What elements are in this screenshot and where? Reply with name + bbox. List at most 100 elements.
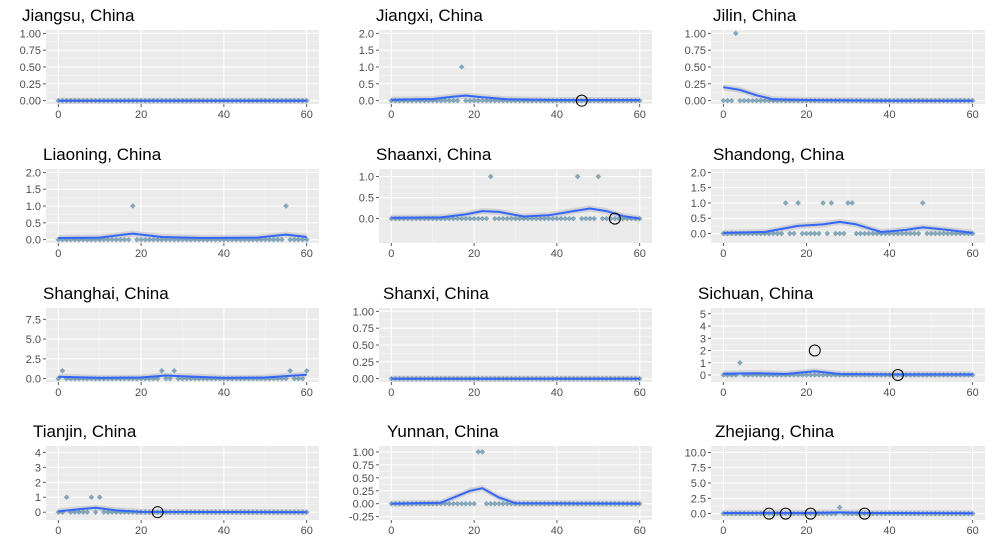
data-point [749,97,756,104]
data-point [487,500,494,507]
data-point [928,230,934,237]
data-point [270,375,277,382]
data-point [291,375,298,382]
data-point [512,97,519,104]
data-point [491,500,498,507]
y-tick-label: 1.00 [20,28,41,40]
data-point [520,215,527,222]
x-tick-label: 60 [967,387,979,399]
outlier-marker [763,507,776,520]
data-point [450,97,457,104]
data-point [146,236,153,243]
data-point [171,236,178,243]
data-point [101,509,107,515]
data-point [471,97,477,104]
facet-title: Jilin, China [713,6,797,25]
data-point [487,97,494,104]
data-point [957,230,964,237]
data-point [59,367,66,374]
x-tick-label: 40 [883,387,895,399]
data-point [187,236,194,243]
data-point [811,230,818,237]
y-tick-label: 0.5 [691,213,706,225]
data-point [479,97,486,104]
data-point [84,236,91,243]
data-point [882,230,889,237]
facet-title: Liaoning, China [43,145,162,164]
y-tick-label: 0.0 [26,235,41,247]
data-point [150,236,157,243]
data-point [467,215,473,222]
y-tick-label: 0.50 [353,340,374,352]
y-tick-label: 0.5 [359,193,374,205]
trend-line [723,86,973,102]
data-point [208,375,215,382]
data-point [525,97,531,104]
data-point [283,203,289,209]
data-point [76,375,82,382]
y-tick-label: 0.50 [20,62,41,74]
data-point [463,215,469,222]
data-point [134,375,140,382]
data-point [949,230,955,237]
data-point [732,30,739,37]
data-point [753,372,760,378]
data-point [204,375,211,382]
data-point [121,375,128,382]
x-tick-label: 0 [388,109,394,121]
data-point [471,500,477,507]
data-point [270,236,277,243]
data-point [76,236,82,243]
data-point [303,509,310,515]
data-point [475,215,482,222]
data-point [303,97,310,104]
data-point [88,375,95,382]
data-point [636,215,643,222]
facet-title: Shaanxi, China [376,145,492,164]
x-tick-label: 0 [388,248,394,260]
data-point [295,375,302,382]
data-point [753,230,760,237]
data-point [63,236,70,243]
y-tick-label: 0.75 [20,45,41,57]
data-point [92,509,99,515]
data-point [158,236,165,243]
data-point [254,236,260,243]
data-point [388,375,395,382]
x-tick-label: 0 [720,248,726,260]
y-tick-label: 3 [700,333,706,345]
facet-panel: Shaanxi, China 0.0 0.5 1.0 0 20 40 60 [359,145,652,260]
y-tick-label: 1.5 [691,183,706,195]
x-tick-label: 0 [55,109,61,121]
data-point [192,375,198,382]
data-point [208,236,215,243]
y-tick-label: 4 [700,321,706,333]
facet-panel: Shanghai, China 0.0 2.5 5.0 7.5 0 20 40 60 [26,284,319,399]
data-point [154,236,161,243]
outlier-marker [151,506,164,519]
data-point [279,236,285,243]
data-point [529,97,535,104]
data-point [861,230,868,237]
data-point [724,97,731,104]
data-point [749,372,756,378]
facet-panel: Liaoning, China 0.0 0.5 1.0 1.5 2.0 0 20 40 60 [26,145,319,260]
x-tick-label: 40 [883,525,895,537]
data-point [446,97,453,104]
data-point [516,215,523,222]
data-point [241,236,248,243]
y-tick-label: 0.75 [353,323,374,335]
data-point [438,97,444,104]
data-point [562,215,568,222]
x-tick-label: 0 [720,387,726,399]
outlier-marker [808,344,821,357]
facet-title: Tianjin, China [33,422,137,441]
facet-title: Jiangxi, China [376,6,483,25]
x-tick-label: 60 [301,525,313,537]
y-tick-label: 0.25 [353,357,374,369]
facet-panel: Jilin, China 0.00 0.25 0.50 0.75 1.00 0 20 40 60 [685,6,985,121]
data-point [279,375,285,382]
data-point [944,230,951,237]
data-point [828,200,835,206]
trend-line [391,487,640,505]
